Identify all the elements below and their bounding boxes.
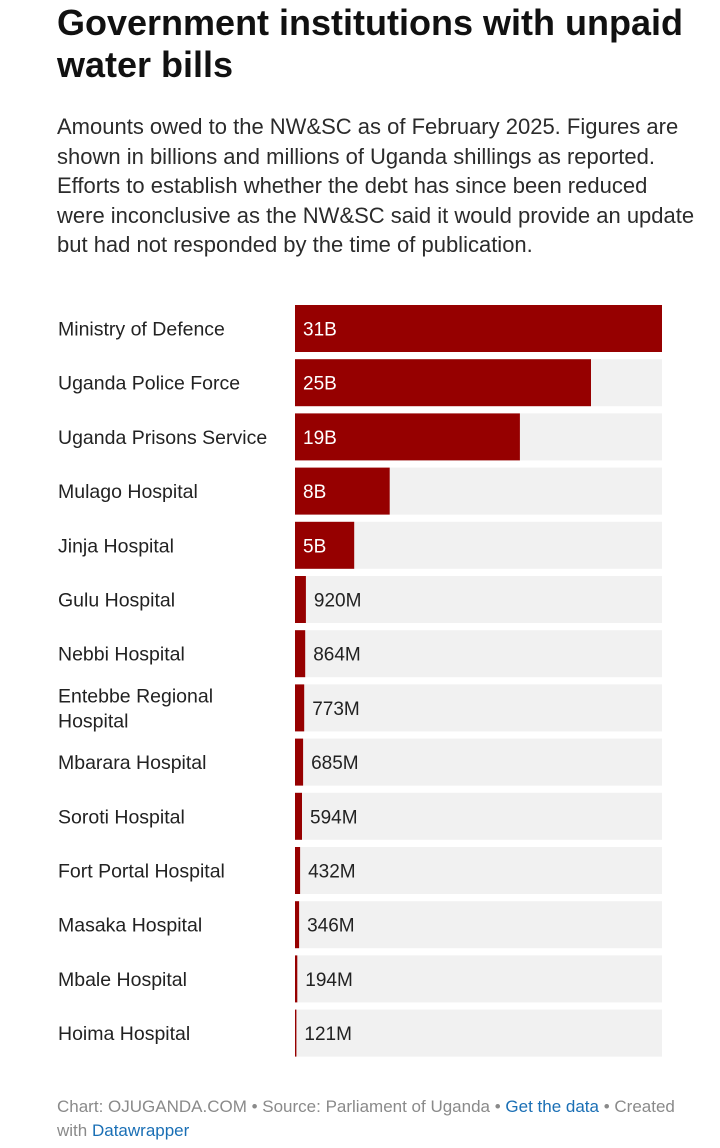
bar-chart: Ministry of Defence 31B Uganda Police Forc… bbox=[58, 305, 662, 1057]
bar-track bbox=[295, 955, 662, 1003]
bar bbox=[295, 359, 591, 407]
datawrapper-link[interactable]: Datawrapper bbox=[91, 1121, 190, 1140]
chart-footer: Chart: OJUGANDA.COM • Source: Parliament… bbox=[57, 1095, 677, 1143]
bar-row: Uganda Police Force 25B bbox=[58, 359, 662, 407]
bar-track bbox=[295, 901, 662, 949]
category-label: Entebbe Regional Hospital bbox=[58, 685, 213, 732]
category-label: Mbale Hospital bbox=[58, 969, 187, 991]
bar-track bbox=[295, 738, 662, 786]
bar bbox=[295, 305, 662, 352]
bar-row: Mulago Hospital 8B bbox=[58, 467, 662, 515]
bar bbox=[295, 738, 304, 786]
category-label: Gulu Hospital bbox=[58, 590, 175, 612]
bar-track bbox=[295, 792, 662, 840]
bar-row: Masaka Hospital 346M bbox=[58, 901, 662, 949]
value-label: 346M bbox=[307, 916, 355, 937]
category-label: Uganda Police Force bbox=[58, 373, 240, 395]
bar-row: Ministry of Defence 31B bbox=[58, 305, 662, 352]
bar-row: Soroti Hospital 594M bbox=[58, 792, 662, 840]
value-label: 920M bbox=[314, 591, 362, 612]
bar bbox=[295, 684, 305, 732]
footer-credits: Chart: OJUGANDA.COM • Source: Parliament… bbox=[57, 1097, 506, 1116]
bar-row: Mbarara Hospital 685M bbox=[58, 738, 662, 786]
category-label: Ministry of Defence bbox=[58, 319, 225, 341]
value-label: 8B bbox=[303, 482, 326, 503]
value-label: 432M bbox=[308, 862, 356, 883]
get-the-data-link[interactable]: Get the data bbox=[505, 1097, 599, 1116]
bar bbox=[295, 413, 520, 461]
category-label: Nebbi Hospital bbox=[58, 644, 185, 666]
bar bbox=[295, 847, 301, 894]
bar-row: Mbale Hospital 194M bbox=[58, 955, 662, 1003]
bar bbox=[295, 630, 306, 678]
value-label: 25B bbox=[303, 374, 337, 395]
bar-track bbox=[295, 576, 662, 623]
footer-created-with: • Created with bbox=[57, 1097, 675, 1140]
bar bbox=[295, 901, 300, 949]
value-label: 864M bbox=[313, 645, 361, 666]
bar-row: Hoima Hospital 121M bbox=[58, 1009, 662, 1057]
bar-track bbox=[295, 521, 662, 569]
value-label: 685M bbox=[311, 753, 359, 774]
bar-row: Gulu Hospital 920M bbox=[58, 576, 662, 623]
bar bbox=[295, 576, 306, 623]
category-label: Uganda Prisons Service bbox=[58, 427, 267, 449]
category-label: Hoima Hospital bbox=[58, 1023, 190, 1045]
bar-track bbox=[295, 684, 662, 732]
bar bbox=[295, 1009, 297, 1057]
bar-row: Fort Portal Hospital 432M bbox=[58, 847, 662, 894]
bar bbox=[295, 467, 390, 515]
value-label: 121M bbox=[304, 1024, 352, 1045]
bar-row: Nebbi Hospital 864M bbox=[58, 630, 662, 678]
value-label: 594M bbox=[310, 807, 358, 828]
chart-title: Government institutions with unpaid wate… bbox=[57, 2, 683, 85]
value-label: 31B bbox=[303, 320, 337, 341]
bar bbox=[295, 955, 298, 1003]
bar-row: Entebbe Regional Hospital 773M bbox=[58, 684, 662, 732]
value-label: 5B bbox=[303, 536, 326, 557]
category-label: Mbarara Hospital bbox=[58, 752, 206, 774]
category-label: Mulago Hospital bbox=[58, 481, 198, 503]
category-label: Jinja Hospital bbox=[58, 535, 174, 557]
category-label: Masaka Hospital bbox=[58, 915, 202, 937]
bar bbox=[295, 521, 355, 569]
category-label: Soroti Hospital bbox=[58, 806, 185, 828]
bar bbox=[295, 792, 302, 840]
bar-row: Jinja Hospital 5B bbox=[58, 521, 662, 569]
chart-description: Amounts owed to the NW&SC as of February… bbox=[57, 114, 695, 258]
bar-track bbox=[295, 630, 662, 678]
value-label: 19B bbox=[303, 428, 337, 449]
value-label: 773M bbox=[312, 699, 360, 720]
category-label: Fort Portal Hospital bbox=[58, 861, 225, 883]
value-label: 194M bbox=[305, 970, 353, 991]
bar-row: Uganda Prisons Service 19B bbox=[58, 413, 662, 461]
bar-track bbox=[295, 847, 662, 894]
bar-track bbox=[295, 1009, 662, 1057]
